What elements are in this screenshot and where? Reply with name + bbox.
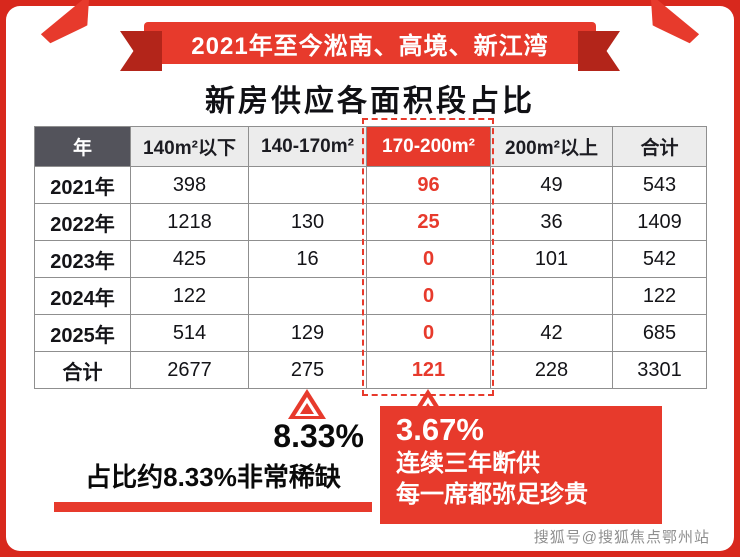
cell: 2023年 (34, 240, 131, 278)
cell: 2021年 (34, 166, 131, 204)
cell (248, 277, 367, 315)
cell: 0 (366, 314, 491, 352)
cell: 0 (366, 277, 491, 315)
note-line-2: 每一席都弥足珍贵 (396, 481, 588, 509)
cell: 2677 (130, 351, 249, 389)
cell: 49 (490, 166, 613, 204)
note-label: 占比约8.33%非常稀缺 (85, 462, 341, 492)
header-cell-year: 年 (34, 126, 131, 167)
cell: 0 (366, 240, 491, 278)
cell: 129 (248, 314, 367, 352)
banner-title: 2021年至今淞南、高境、新江湾 (191, 32, 549, 60)
cell: 合计 (34, 351, 131, 389)
percent-label: 8.33% (273, 418, 364, 454)
cell (490, 277, 613, 315)
cell: 96 (366, 166, 491, 204)
table-header-row: 年 140m²以下 140-170m² 170-200m² 200m²以上 合计 (34, 126, 707, 167)
cell: 2022年 (34, 203, 131, 241)
cell: 542 (612, 240, 707, 278)
table-row: 2023年 425 16 0 101 542 (34, 240, 707, 278)
cell: 2024年 (34, 277, 131, 315)
cell: 1218 (130, 203, 249, 241)
red-underline-bar (54, 502, 372, 512)
watermark: 搜狐号@搜狐焦点鄂州站 (533, 529, 710, 546)
table-row: 合计 2677 275 121 228 3301 (34, 351, 707, 389)
callout-left: 8.33% 占比约8.33%非常稀缺 (54, 418, 372, 512)
cell: 36 (490, 203, 613, 241)
cell: 228 (490, 351, 613, 389)
alert-triangle-icon (288, 389, 326, 419)
cell: 543 (612, 166, 707, 204)
cell: 25 (366, 203, 491, 241)
note-line-1: 连续三年断供 (396, 450, 540, 477)
header-cell-140-170: 140-170m² (248, 126, 367, 167)
table-row: 2021年 398 96 49 543 (34, 166, 707, 204)
cell: 1409 (612, 203, 707, 241)
cell: 514 (130, 314, 249, 352)
table-row: 2022年 1218 130 25 36 1409 (34, 203, 707, 241)
cell: 16 (248, 240, 367, 278)
cell: 398 (130, 166, 249, 204)
cell: 425 (130, 240, 249, 278)
header-cell-total: 合计 (612, 126, 707, 167)
ribbon-banner: 2021年至今淞南、高境、新江湾 (144, 22, 596, 64)
cell: 121 (366, 351, 491, 389)
header-cell-over200: 200m²以上 (490, 126, 613, 167)
cell: 101 (490, 240, 613, 278)
cell: 3301 (612, 351, 707, 389)
cell: 2025年 (34, 314, 131, 352)
ribbon-dart-right-icon (638, 0, 705, 48)
cell: 685 (612, 314, 707, 352)
ribbon-dart-left-icon (36, 0, 103, 48)
cell: 42 (490, 314, 613, 352)
header-cell-170-200: 170-200m² (366, 126, 491, 167)
cell (248, 166, 367, 204)
header-cell-under140: 140m²以下 (130, 126, 249, 167)
percent-label: 3.67% (396, 412, 484, 447)
callout-right: 3.67% 连续三年断供 每一席都弥足珍贵 (380, 406, 662, 524)
table-row: 2024年 122 0 122 (34, 277, 707, 315)
cell: 130 (248, 203, 367, 241)
page-title: 新房供应各面积段占比 (205, 85, 535, 118)
cell: 122 (612, 277, 707, 315)
table-row: 2025年 514 129 0 42 685 (34, 314, 707, 352)
infographic-card: 2021年至今淞南、高境、新江湾 新房供应各面积段占比 年 140m²以下 14… (6, 6, 734, 551)
cell: 275 (248, 351, 367, 389)
cell: 122 (130, 277, 249, 315)
supply-table: 年 140m²以下 140-170m² 170-200m² 200m²以上 合计… (34, 126, 707, 389)
